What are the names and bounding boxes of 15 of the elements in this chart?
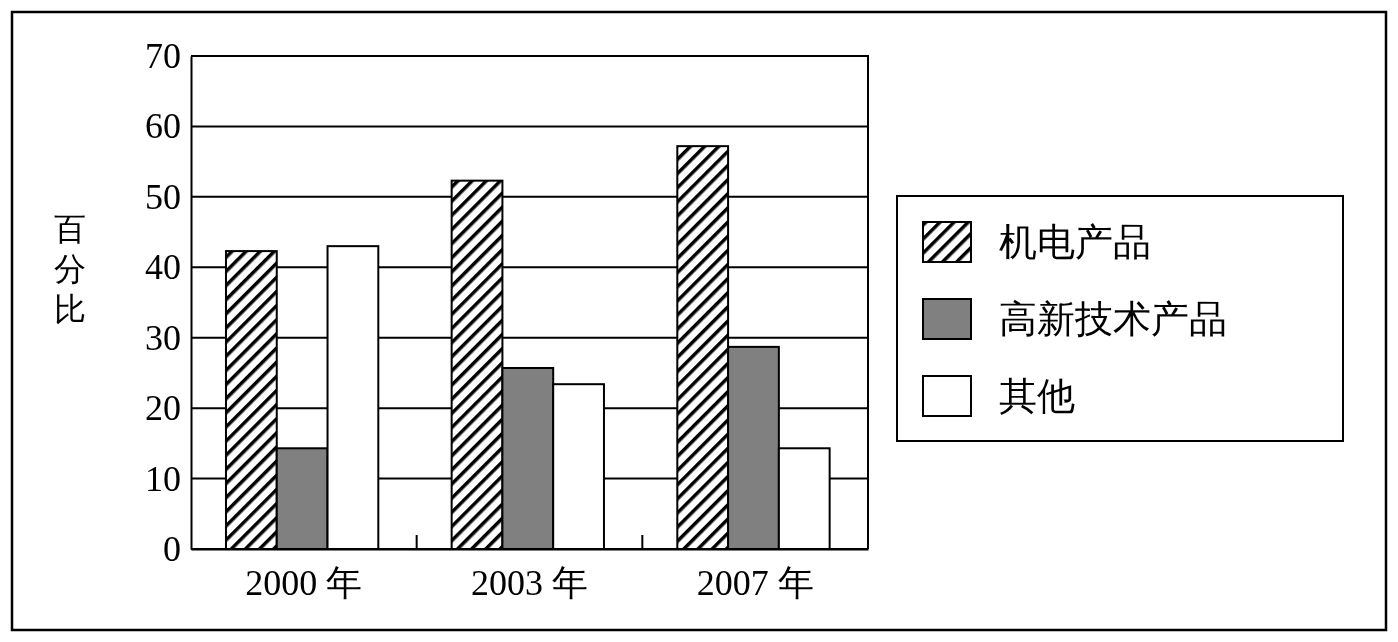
y-tick-label: 10 [145,458,181,499]
legend-label: 高新技术产品 [999,298,1227,340]
x-tick-label: 2000 年 [245,563,363,604]
x-tick-label: 2007 年 [696,563,814,604]
y-tick-label: 20 [145,388,181,429]
y-tick-label: 0 [163,529,181,570]
y-tick-label: 50 [145,176,181,217]
y-tick-label: 60 [145,106,181,147]
y-axis-title: 百分比 [54,211,86,327]
x-tick-label: 2003 年 [471,563,588,604]
y-tick-label: 30 [145,317,181,358]
legend-label: 其他 [999,375,1075,417]
y-tick-label: 40 [145,247,181,288]
y-tick-label: 70 [145,36,181,77]
legend-label: 机电产品 [999,221,1151,263]
